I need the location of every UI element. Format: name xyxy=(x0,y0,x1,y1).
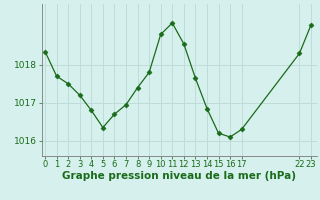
X-axis label: Graphe pression niveau de la mer (hPa): Graphe pression niveau de la mer (hPa) xyxy=(62,171,296,181)
